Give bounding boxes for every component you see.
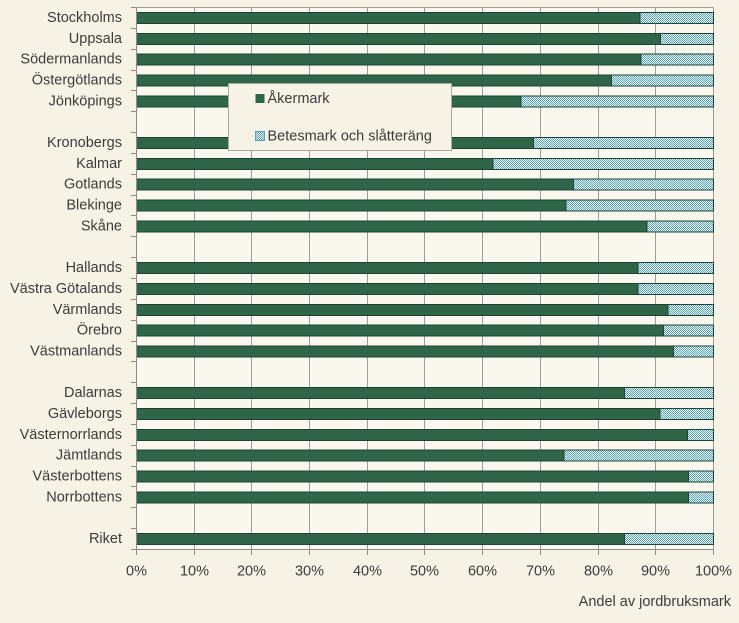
svg-text:Stockholms: Stockholms (47, 10, 122, 26)
svg-text:Gävleborgs: Gävleborgs (48, 406, 122, 422)
svg-text:Jönköpings: Jönköpings (49, 93, 122, 109)
svg-text:Norrbottens: Norrbottens (46, 489, 122, 505)
svg-text:Hallands: Hallands (66, 260, 122, 276)
svg-text:Kronobergs: Kronobergs (47, 135, 122, 151)
svg-text:Kalmar: Kalmar (76, 156, 122, 172)
svg-text:Riket: Riket (89, 531, 122, 547)
svg-text:80%: 80% (584, 564, 613, 580)
svg-text:Åkermark: Åkermark (268, 90, 331, 107)
svg-text:0%: 0% (126, 564, 147, 580)
svg-text:100%: 100% (695, 564, 732, 580)
svg-text:40%: 40% (353, 564, 382, 580)
svg-text:Skåne: Skåne (81, 218, 122, 234)
svg-text:Värmlands: Värmlands (53, 302, 122, 318)
svg-text:20%: 20% (237, 564, 266, 580)
svg-text:90%: 90% (641, 564, 670, 580)
svg-text:30%: 30% (295, 564, 324, 580)
svg-text:Örebro: Örebro (77, 321, 122, 339)
svg-text:Andel av jordbruksmark: Andel av jordbruksmark (579, 594, 732, 610)
svg-text:Blekinge: Blekinge (66, 198, 122, 214)
svg-text:Södermanlands: Södermanlands (20, 52, 122, 68)
svg-text:50%: 50% (410, 564, 439, 580)
svg-text:10%: 10% (180, 564, 209, 580)
svg-text:Dalarnas: Dalarnas (64, 385, 122, 401)
svg-text:Västra Götalands: Västra Götalands (10, 281, 122, 297)
svg-text:Västmanlands: Västmanlands (30, 344, 122, 360)
svg-text:Västernorrlands: Västernorrlands (20, 427, 122, 443)
svg-text:Jämtlands: Jämtlands (56, 448, 122, 464)
svg-text:Gotlands: Gotlands (64, 177, 122, 193)
svg-text:Östergötlands: Östergötlands (32, 71, 122, 89)
svg-text:70%: 70% (526, 564, 555, 580)
svg-text:Västerbottens: Västerbottens (33, 469, 122, 485)
svg-text:Betesmark och slåtteräng: Betesmark och slåtteräng (268, 129, 432, 145)
svg-text:60%: 60% (468, 564, 497, 580)
svg-text:Uppsala: Uppsala (69, 31, 123, 47)
